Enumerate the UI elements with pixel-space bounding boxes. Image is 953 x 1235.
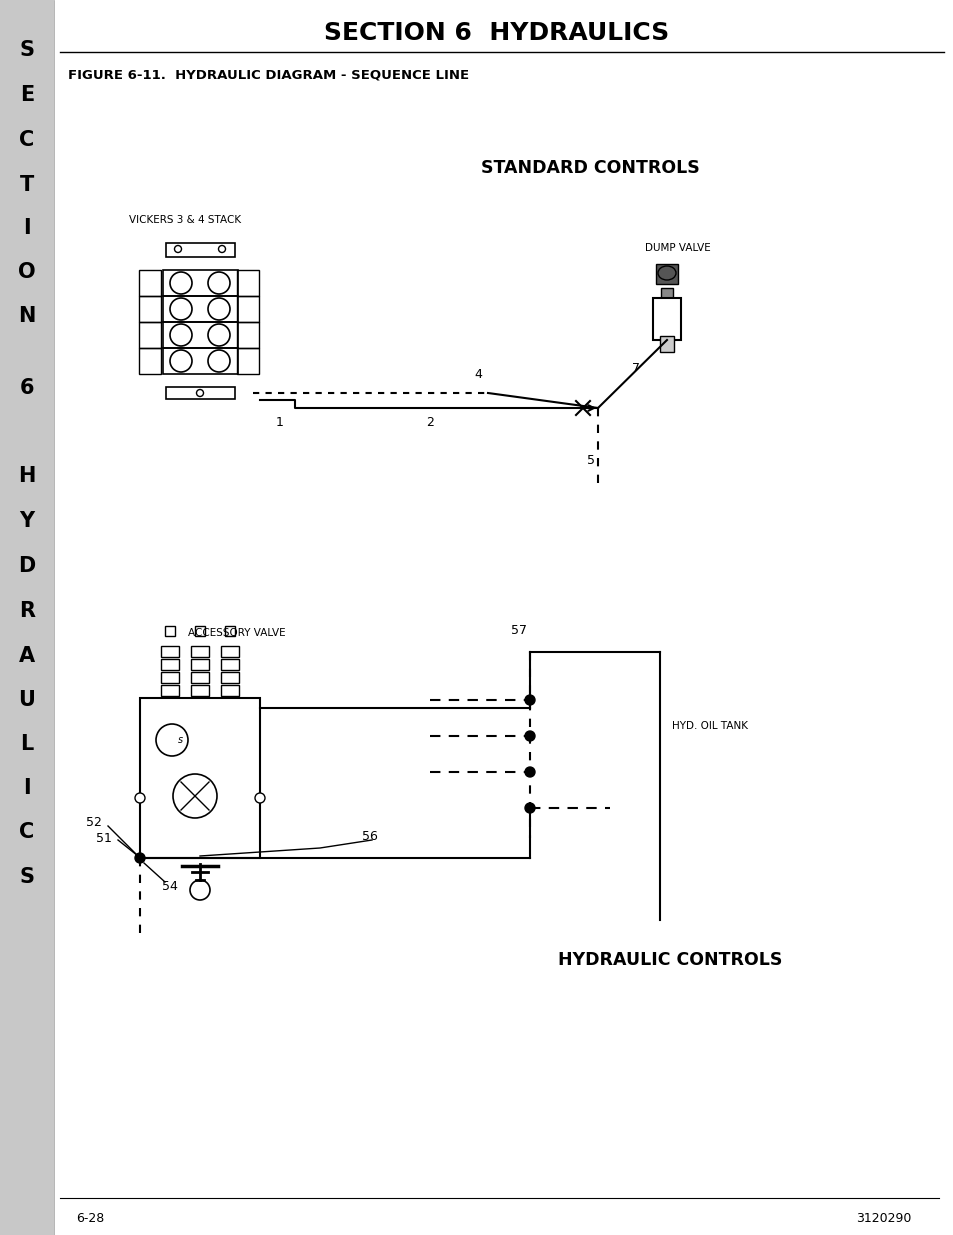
Bar (163, 322, 237, 348)
Text: 2: 2 (426, 416, 434, 430)
Bar (163, 348, 237, 374)
Bar (221, 672, 239, 683)
Bar (139, 296, 161, 322)
Text: I: I (23, 778, 30, 798)
Text: Y: Y (19, 511, 34, 531)
Bar (139, 270, 161, 296)
Text: 1: 1 (275, 415, 284, 429)
Text: SECTION 6  HYDRAULICS: SECTION 6 HYDRAULICS (324, 21, 669, 44)
Text: H: H (18, 466, 35, 487)
Bar (225, 626, 234, 636)
Text: L: L (20, 734, 33, 755)
Text: T: T (20, 175, 34, 195)
Text: DUMP VALVE: DUMP VALVE (644, 243, 710, 253)
Bar (236, 348, 258, 374)
Text: 4: 4 (474, 368, 481, 382)
Bar (166, 243, 234, 257)
Circle shape (524, 767, 535, 777)
Text: ACCESSORY VALVE: ACCESSORY VALVE (188, 629, 285, 638)
Bar (161, 672, 179, 683)
Bar (191, 646, 209, 657)
Bar (165, 626, 174, 636)
Bar (191, 685, 209, 697)
Text: S: S (19, 40, 34, 61)
Text: HYD. OIL TANK: HYD. OIL TANK (671, 721, 747, 731)
Text: 52: 52 (86, 815, 102, 829)
Bar (236, 322, 258, 348)
Text: D: D (18, 556, 35, 576)
Text: U: U (18, 690, 35, 710)
Text: R: R (19, 601, 35, 621)
Bar (163, 296, 237, 322)
Bar (236, 270, 258, 296)
Bar (221, 659, 239, 671)
Text: 51: 51 (96, 831, 112, 845)
Text: s: s (177, 735, 182, 745)
Text: 54: 54 (162, 879, 178, 893)
Bar (166, 387, 234, 399)
Circle shape (524, 803, 535, 813)
Text: E: E (20, 85, 34, 105)
Text: 6: 6 (20, 378, 34, 398)
Bar (161, 646, 179, 657)
Bar (191, 672, 209, 683)
Text: 56: 56 (362, 830, 377, 842)
Text: STANDARD CONTROLS: STANDARD CONTROLS (480, 159, 699, 177)
Bar (660, 288, 672, 298)
Bar (221, 685, 239, 697)
Text: HYDRAULIC CONTROLS: HYDRAULIC CONTROLS (558, 951, 781, 969)
Text: FIGURE 6-11.  HYDRAULIC DIAGRAM - SEQUENCE LINE: FIGURE 6-11. HYDRAULIC DIAGRAM - SEQUENC… (68, 68, 469, 82)
Text: I: I (23, 219, 30, 238)
Text: 7: 7 (631, 362, 639, 374)
Circle shape (254, 793, 265, 803)
Bar (161, 659, 179, 671)
Text: 57: 57 (511, 624, 526, 636)
Circle shape (135, 793, 145, 803)
Bar (139, 322, 161, 348)
Bar (194, 626, 205, 636)
Circle shape (524, 731, 535, 741)
Bar (161, 685, 179, 697)
Text: C: C (19, 823, 34, 842)
Ellipse shape (658, 266, 676, 280)
Bar (236, 296, 258, 322)
Bar (656, 264, 678, 284)
Bar (0, 0, 54, 1235)
Bar (139, 348, 161, 374)
Bar (191, 659, 209, 671)
Text: A: A (19, 646, 35, 666)
Text: C: C (19, 130, 34, 149)
Circle shape (524, 695, 535, 705)
Text: VICKERS 3 & 4 STACK: VICKERS 3 & 4 STACK (129, 215, 241, 225)
Bar (221, 646, 239, 657)
Bar (140, 698, 260, 858)
Text: 3120290: 3120290 (856, 1212, 911, 1224)
Bar (659, 336, 673, 352)
Text: 5: 5 (586, 453, 595, 467)
Text: N: N (18, 306, 35, 326)
Text: S: S (19, 867, 34, 887)
Bar (652, 298, 680, 340)
Circle shape (135, 853, 145, 863)
Text: O: O (18, 262, 36, 282)
Bar (163, 270, 237, 296)
Text: 6-28: 6-28 (76, 1212, 104, 1224)
